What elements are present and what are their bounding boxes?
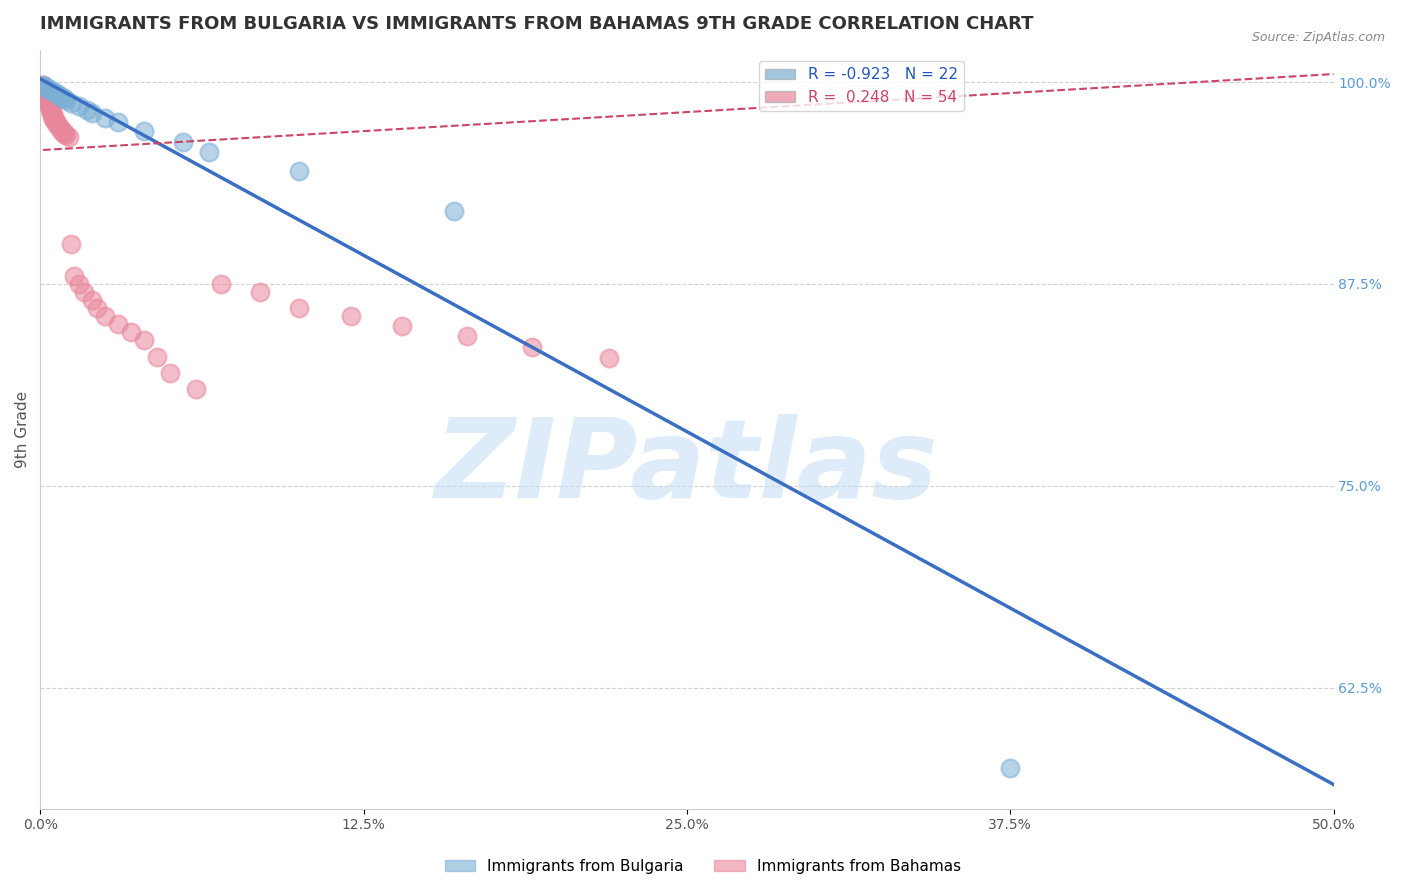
Point	[211, 277, 233, 291]
Point	[107, 318, 129, 332]
Point	[288, 301, 311, 315]
Point	[107, 115, 129, 129]
Point	[34, 88, 56, 103]
Point	[172, 135, 194, 149]
Point	[132, 334, 155, 348]
Point	[48, 120, 70, 135]
Legend: Immigrants from Bulgaria, Immigrants from Bahamas: Immigrants from Bulgaria, Immigrants fro…	[439, 853, 967, 880]
Point	[37, 81, 59, 95]
Point	[94, 111, 117, 125]
Point	[55, 128, 77, 143]
Point	[37, 97, 59, 112]
Point	[63, 268, 86, 283]
Point	[37, 95, 59, 109]
Point	[288, 164, 311, 178]
Y-axis label: 9th Grade: 9th Grade	[15, 391, 30, 467]
Point	[391, 318, 413, 333]
Point	[58, 130, 80, 145]
Text: ZIPatlas: ZIPatlas	[434, 414, 939, 521]
Point	[55, 93, 77, 107]
Point	[32, 78, 55, 93]
Point	[34, 89, 56, 103]
Point	[120, 326, 142, 340]
Point	[94, 310, 117, 324]
Point	[249, 285, 271, 299]
Point	[49, 122, 72, 136]
Point	[49, 123, 72, 137]
Point	[34, 87, 56, 101]
Point	[39, 103, 62, 117]
Point	[34, 85, 56, 99]
Point	[37, 93, 59, 107]
Point	[34, 79, 56, 94]
Point	[48, 119, 70, 133]
Point	[45, 115, 67, 129]
Point	[32, 81, 55, 95]
Point	[60, 236, 83, 251]
Point	[184, 382, 207, 396]
Point	[67, 277, 90, 291]
Point	[86, 301, 108, 315]
Point	[42, 107, 65, 121]
Point	[39, 99, 62, 113]
Point	[32, 78, 55, 93]
Point	[197, 145, 219, 159]
Point	[82, 105, 104, 120]
Point	[67, 99, 90, 113]
Point	[39, 105, 62, 120]
Point	[48, 88, 70, 103]
Point	[598, 351, 620, 366]
Point	[60, 96, 83, 111]
Point	[42, 112, 65, 127]
Text: Source: ZipAtlas.com: Source: ZipAtlas.com	[1251, 31, 1385, 45]
Text: IMMIGRANTS FROM BULGARIA VS IMMIGRANTS FROM BAHAMAS 9TH GRADE CORRELATION CHART: IMMIGRANTS FROM BULGARIA VS IMMIGRANTS F…	[41, 15, 1033, 33]
Point	[76, 103, 98, 117]
Point	[443, 204, 465, 219]
Point	[456, 328, 478, 343]
Point	[52, 127, 75, 141]
Point	[132, 123, 155, 137]
Point	[520, 340, 543, 354]
Point	[52, 91, 75, 105]
Point	[146, 350, 169, 364]
Point	[32, 83, 55, 97]
Point	[52, 125, 75, 139]
Point	[37, 91, 59, 105]
Point	[45, 114, 67, 128]
Point	[82, 293, 104, 307]
Point	[73, 285, 96, 299]
Point	[37, 96, 59, 111]
Point	[42, 111, 65, 125]
Point	[39, 101, 62, 115]
Point	[339, 310, 361, 324]
Point	[42, 85, 65, 99]
Point	[45, 87, 67, 101]
Point	[1000, 761, 1022, 775]
Legend: R = -0.923   N = 22, R =  0.248   N = 54: R = -0.923 N = 22, R = 0.248 N = 54	[759, 62, 963, 112]
Point	[42, 109, 65, 123]
Point	[49, 89, 72, 103]
Point	[32, 79, 55, 94]
Point	[159, 366, 181, 380]
Point	[39, 83, 62, 97]
Point	[39, 104, 62, 119]
Point	[45, 117, 67, 131]
